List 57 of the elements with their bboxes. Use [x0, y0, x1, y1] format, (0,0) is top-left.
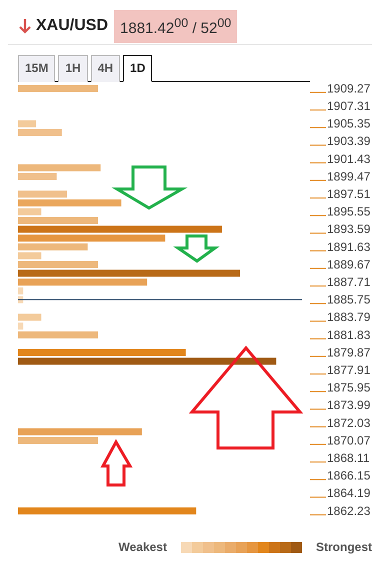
- y-tick-label: 1868.11: [327, 451, 370, 465]
- bar: [18, 217, 98, 224]
- text: Weakest: [118, 540, 167, 554]
- y-tick-label: 1909.27: [327, 81, 371, 96]
- y-tick-label: 1901.43: [327, 152, 371, 166]
- y-tick-label: 1883.79: [327, 310, 371, 324]
- y-tick-label: 1881.83: [327, 328, 371, 342]
- chart-subtitle: 1881.42$^{00}$ / 52$^{00}$: [114, 10, 238, 42]
- bar: [18, 85, 98, 92]
- bar: [18, 428, 142, 436]
- y-tick-label: 1870.07: [327, 433, 371, 448]
- y-tick-label: 1862.23: [327, 504, 371, 518]
- bar: [18, 437, 98, 444]
- bar: [18, 234, 166, 242]
- y-tick-label: 1907.31: [327, 99, 371, 113]
- y-tick-label: 1903.39: [327, 134, 371, 148]
- text: 4H: [90, 55, 120, 82]
- y-tick-label: 1897.51: [327, 187, 371, 201]
- bar: [18, 164, 101, 172]
- bar: [18, 322, 24, 330]
- bar: [18, 278, 148, 286]
- bar: [18, 314, 42, 321]
- y-tick-label: 1866.15: [327, 468, 371, 483]
- bar: [18, 349, 186, 356]
- y-tick-label: 1895.55: [327, 204, 371, 219]
- bar: [18, 199, 122, 206]
- bar: [18, 243, 88, 250]
- bar: [18, 120, 36, 128]
- y-tick-label: 1887.71: [327, 275, 371, 289]
- y-tick-label: 1905.35: [327, 116, 371, 131]
- bar: [18, 507, 196, 514]
- text: 1D: [123, 55, 152, 82]
- bar: [18, 173, 57, 180]
- y-tick-label: 1879.87: [327, 345, 371, 360]
- bar: [18, 252, 42, 260]
- y-tick-label: 1891.63: [327, 240, 371, 254]
- bar: [18, 190, 68, 198]
- bar: [18, 331, 98, 338]
- y-tick-label: 1877.91: [327, 363, 371, 377]
- text: 15M: [18, 55, 56, 82]
- bar: [18, 270, 240, 277]
- y-tick-label: 1864.19: [327, 486, 371, 500]
- bar: [18, 358, 276, 365]
- y-tick-label: 1899.47: [327, 169, 371, 184]
- bar: [18, 226, 222, 233]
- y-tick-label: 1873.99: [327, 398, 371, 412]
- y-tick-label: 1872.03: [327, 416, 371, 430]
- y-tick-label: 1893.59: [327, 222, 371, 236]
- bar: [18, 261, 98, 268]
- bar: [18, 208, 42, 216]
- y-tick-label: 1889.67: [327, 257, 371, 272]
- y-tick-label: 1885.75: [327, 292, 371, 307]
- y-tick-label: 1875.95: [327, 380, 371, 395]
- chart-title: XAU/USD: [36, 17, 108, 35]
- text: Strongest: [316, 540, 372, 554]
- bar: [18, 129, 62, 136]
- text: 1H: [58, 55, 88, 82]
